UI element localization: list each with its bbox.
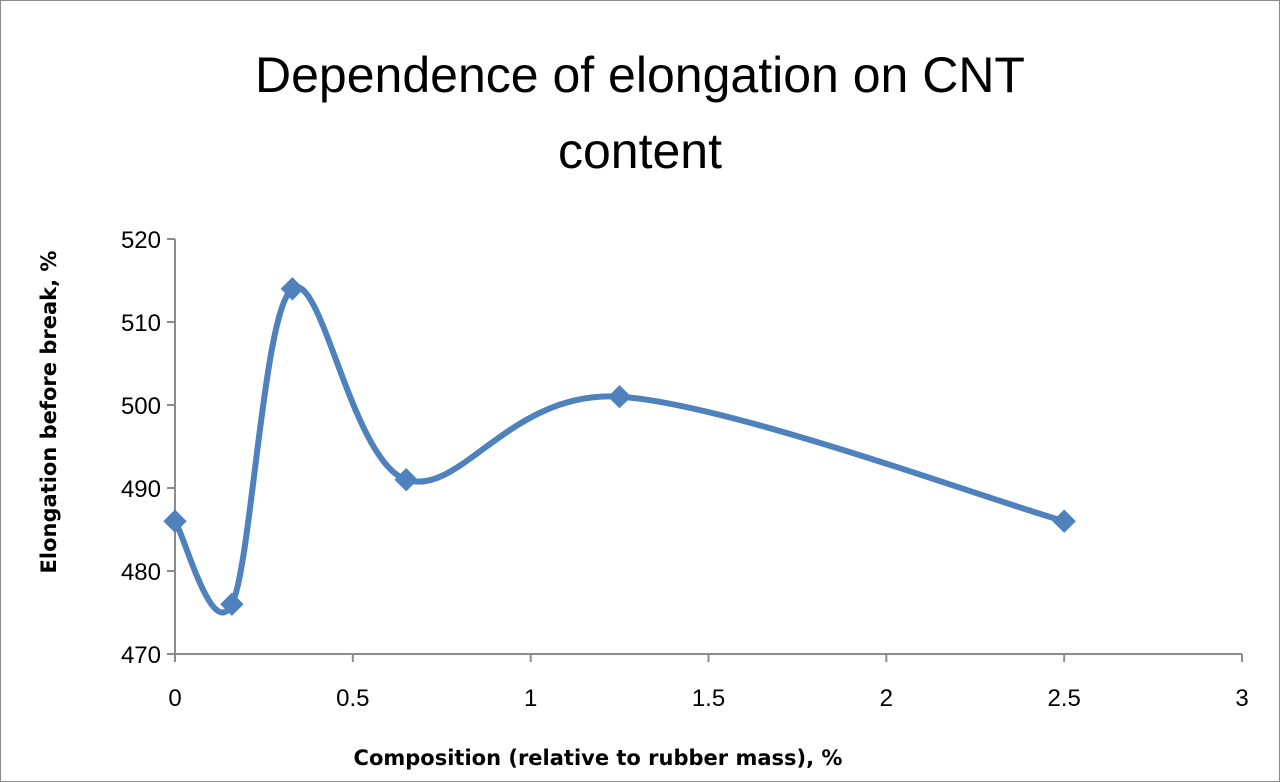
x-tick-label: 1 bbox=[524, 685, 537, 712]
x-tick-label: 3 bbox=[1235, 685, 1248, 712]
x-tick-label: 0 bbox=[168, 685, 181, 712]
y-tick-label: 510 bbox=[121, 310, 161, 337]
y-tick-label: 490 bbox=[121, 476, 161, 503]
y-axis: 470 480 490 500 510 520 bbox=[121, 227, 176, 669]
data-point-marker bbox=[394, 467, 418, 492]
x-axis-label: Composition (relative to rubber mass), % bbox=[354, 746, 843, 770]
series-line bbox=[172, 284, 1068, 616]
x-tick-label: 2 bbox=[880, 685, 893, 712]
y-axis-label: Elongation before break, % bbox=[37, 251, 61, 574]
x-tick-label: 0.5 bbox=[336, 685, 369, 712]
data-point-marker bbox=[280, 277, 305, 301]
y-tick-label: 470 bbox=[121, 642, 161, 669]
series-layer bbox=[163, 277, 1076, 616]
x-axis: 0 0.5 1 1.5 2 2.5 3 bbox=[168, 653, 1249, 712]
data-point-marker bbox=[163, 509, 187, 533]
chart-title-line-2: content bbox=[558, 123, 722, 179]
data-point-marker bbox=[220, 592, 244, 616]
x-tick-label: 1.5 bbox=[692, 685, 725, 712]
x-tick-label: 2.5 bbox=[1047, 685, 1080, 712]
y-tick-label: 500 bbox=[121, 393, 161, 420]
y-tick-label: 520 bbox=[121, 227, 161, 254]
chart-title-line-1: Dependence of elongation on CNT bbox=[255, 47, 1025, 103]
y-tick-label: 480 bbox=[121, 559, 161, 586]
data-point-marker bbox=[1052, 509, 1076, 533]
data-point-marker bbox=[607, 384, 632, 409]
